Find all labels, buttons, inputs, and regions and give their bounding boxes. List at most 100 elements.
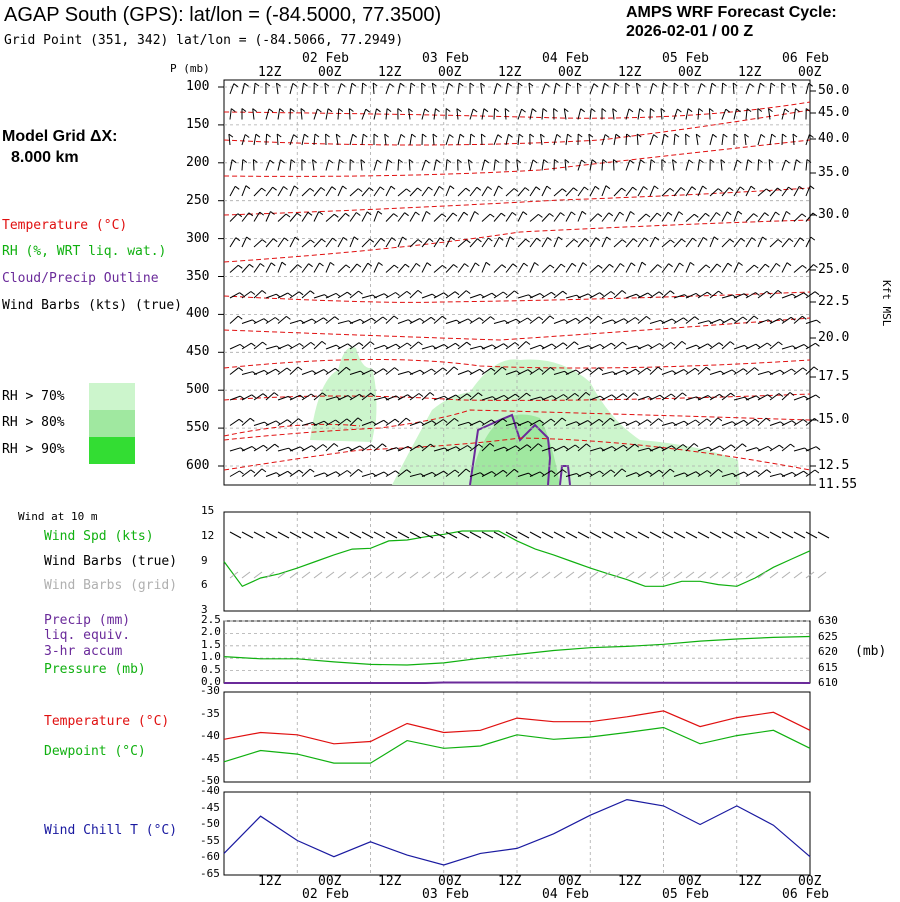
precip-series bbox=[224, 683, 810, 684]
wind-barb-flag bbox=[814, 265, 818, 268]
wind-barb bbox=[481, 134, 482, 145]
sfc-wind-barb bbox=[590, 532, 601, 538]
sfc-wind-barb bbox=[554, 532, 565, 538]
sfc-wind-barb-grid bbox=[494, 572, 502, 578]
wind-barb bbox=[613, 160, 614, 171]
sfc-wind-barb bbox=[734, 532, 745, 538]
sfc-wind-barb bbox=[374, 532, 385, 538]
sfc-wind-barb bbox=[770, 532, 781, 538]
sfc-wind-barb-grid bbox=[626, 572, 634, 578]
sfc-wind-barb-grid bbox=[506, 572, 514, 578]
wind-barb bbox=[362, 83, 363, 94]
sfc-wind-barb-grid bbox=[302, 572, 310, 578]
wind-barb bbox=[577, 83, 578, 94]
wind-barb bbox=[758, 160, 759, 171]
sfc-wind-barb bbox=[326, 532, 337, 538]
wind-barb-flag bbox=[810, 186, 814, 189]
sfc-wind-barb-grid bbox=[710, 572, 718, 578]
wind-barb bbox=[398, 160, 399, 171]
sfc-wind-barb-grid bbox=[410, 572, 418, 578]
sfc-wind-barb-grid bbox=[254, 572, 262, 578]
sfc-wind-barb-grid bbox=[350, 572, 358, 578]
sfc-wind-barb bbox=[458, 532, 469, 538]
sfc-wind-barb-grid bbox=[746, 572, 754, 578]
sfc-wind-barb bbox=[674, 532, 685, 538]
sfc-wind-barb bbox=[578, 532, 589, 538]
sfc-wind-barb bbox=[698, 532, 709, 538]
sfc-wind-barb-grid bbox=[530, 572, 538, 578]
sfc-wind-barb-grid bbox=[590, 572, 598, 578]
wind-barb-flag bbox=[815, 343, 819, 346]
sfc-wind-barb bbox=[530, 532, 541, 538]
sfc-wind-barb-grid bbox=[374, 572, 382, 578]
sfc-wind-barb bbox=[362, 532, 373, 538]
wind-barb-flag bbox=[816, 395, 820, 398]
sfc-wind-barb-grid bbox=[566, 572, 574, 578]
sfc-wind-barb-grid bbox=[638, 572, 646, 578]
sfc-wind-barb-grid bbox=[698, 572, 706, 578]
sfc-wind-barb bbox=[638, 532, 649, 538]
sfc-wind-barb bbox=[410, 532, 421, 538]
wind-barb-flag bbox=[815, 470, 819, 473]
wind-barb-flag bbox=[814, 367, 818, 370]
sfc-wind-barb bbox=[650, 532, 661, 538]
wind-barb bbox=[349, 109, 350, 120]
sfc-wind-barb-grid bbox=[578, 572, 586, 578]
sfc-wind-barb bbox=[506, 532, 517, 538]
sfc-wind-barb bbox=[302, 532, 313, 538]
sfc-wind-barb bbox=[566, 532, 577, 538]
sfc-wind-barb-grid bbox=[434, 572, 442, 578]
sfc-wind-barb bbox=[350, 532, 361, 538]
sfc-wind-barb-grid bbox=[794, 572, 802, 578]
windchill-series bbox=[224, 800, 810, 865]
wind-barb bbox=[626, 134, 627, 145]
sfc-wind-barb bbox=[254, 532, 265, 538]
sfc-wind-barb bbox=[746, 532, 757, 538]
sfc-wind-barb bbox=[614, 532, 625, 538]
sfc-wind-barb-grid bbox=[314, 572, 322, 578]
wind-barb-flag bbox=[816, 447, 820, 450]
sfc-wind-barb bbox=[818, 532, 829, 538]
sfc-wind-barb bbox=[794, 532, 805, 538]
sfc-wind-barb-grid bbox=[362, 572, 370, 578]
sfc-wind-barb-grid bbox=[290, 572, 298, 578]
sfc-wind-barb-grid bbox=[230, 572, 238, 578]
wind-barb bbox=[494, 109, 495, 120]
sfc-wind-barb-grid bbox=[542, 572, 550, 578]
wind-barb-flag bbox=[815, 292, 819, 295]
sfc-wind-barb-grid bbox=[650, 572, 658, 578]
wind-barb bbox=[253, 160, 254, 171]
sfc-wind-barb-grid bbox=[446, 572, 454, 578]
sfc-wind-barb-grid bbox=[770, 572, 778, 578]
sfc-wind-barb-grid bbox=[482, 572, 490, 578]
sfc-wind-barb-grid bbox=[518, 572, 526, 578]
sfc-wind-barb bbox=[386, 532, 397, 538]
wind-barb-flag bbox=[817, 320, 821, 323]
sfc-wind-barb-grid bbox=[242, 572, 250, 578]
sfc-wind-barb bbox=[242, 532, 253, 538]
sfc-wind-barb-grid bbox=[326, 572, 334, 578]
sfc-wind-barb bbox=[758, 532, 769, 538]
wind-barb-flag bbox=[811, 237, 815, 240]
sfc-wind-barb-grid bbox=[458, 572, 466, 578]
sfc-wind-barb-grid bbox=[674, 572, 682, 578]
sfc-wind-barb-grid bbox=[470, 572, 478, 578]
sfc-wind-barb bbox=[710, 532, 721, 538]
wind-barb bbox=[709, 109, 710, 120]
sfc-wind-barb bbox=[602, 532, 613, 538]
sfc-wind-barb bbox=[230, 532, 241, 538]
sfc-wind-barb bbox=[722, 532, 733, 538]
sfc-wind-barb-grid bbox=[722, 572, 730, 578]
dewpoint-series bbox=[224, 728, 810, 764]
sfc-wind-barb bbox=[806, 532, 817, 538]
sfc-wind-barb bbox=[398, 532, 409, 538]
sfc-wind-barb bbox=[542, 532, 553, 538]
sfc-wind-barb bbox=[338, 532, 349, 538]
sfc-wind-barb bbox=[314, 532, 325, 538]
sfc-wind-barb bbox=[266, 532, 277, 538]
sfc-wind-barb-grid bbox=[686, 572, 694, 578]
sfc-wind-barb-grid bbox=[338, 572, 346, 578]
sfc-wind-barb bbox=[482, 532, 493, 538]
sfc-wind-barb bbox=[470, 532, 481, 538]
sfc-wind-barb-grid bbox=[782, 572, 790, 578]
